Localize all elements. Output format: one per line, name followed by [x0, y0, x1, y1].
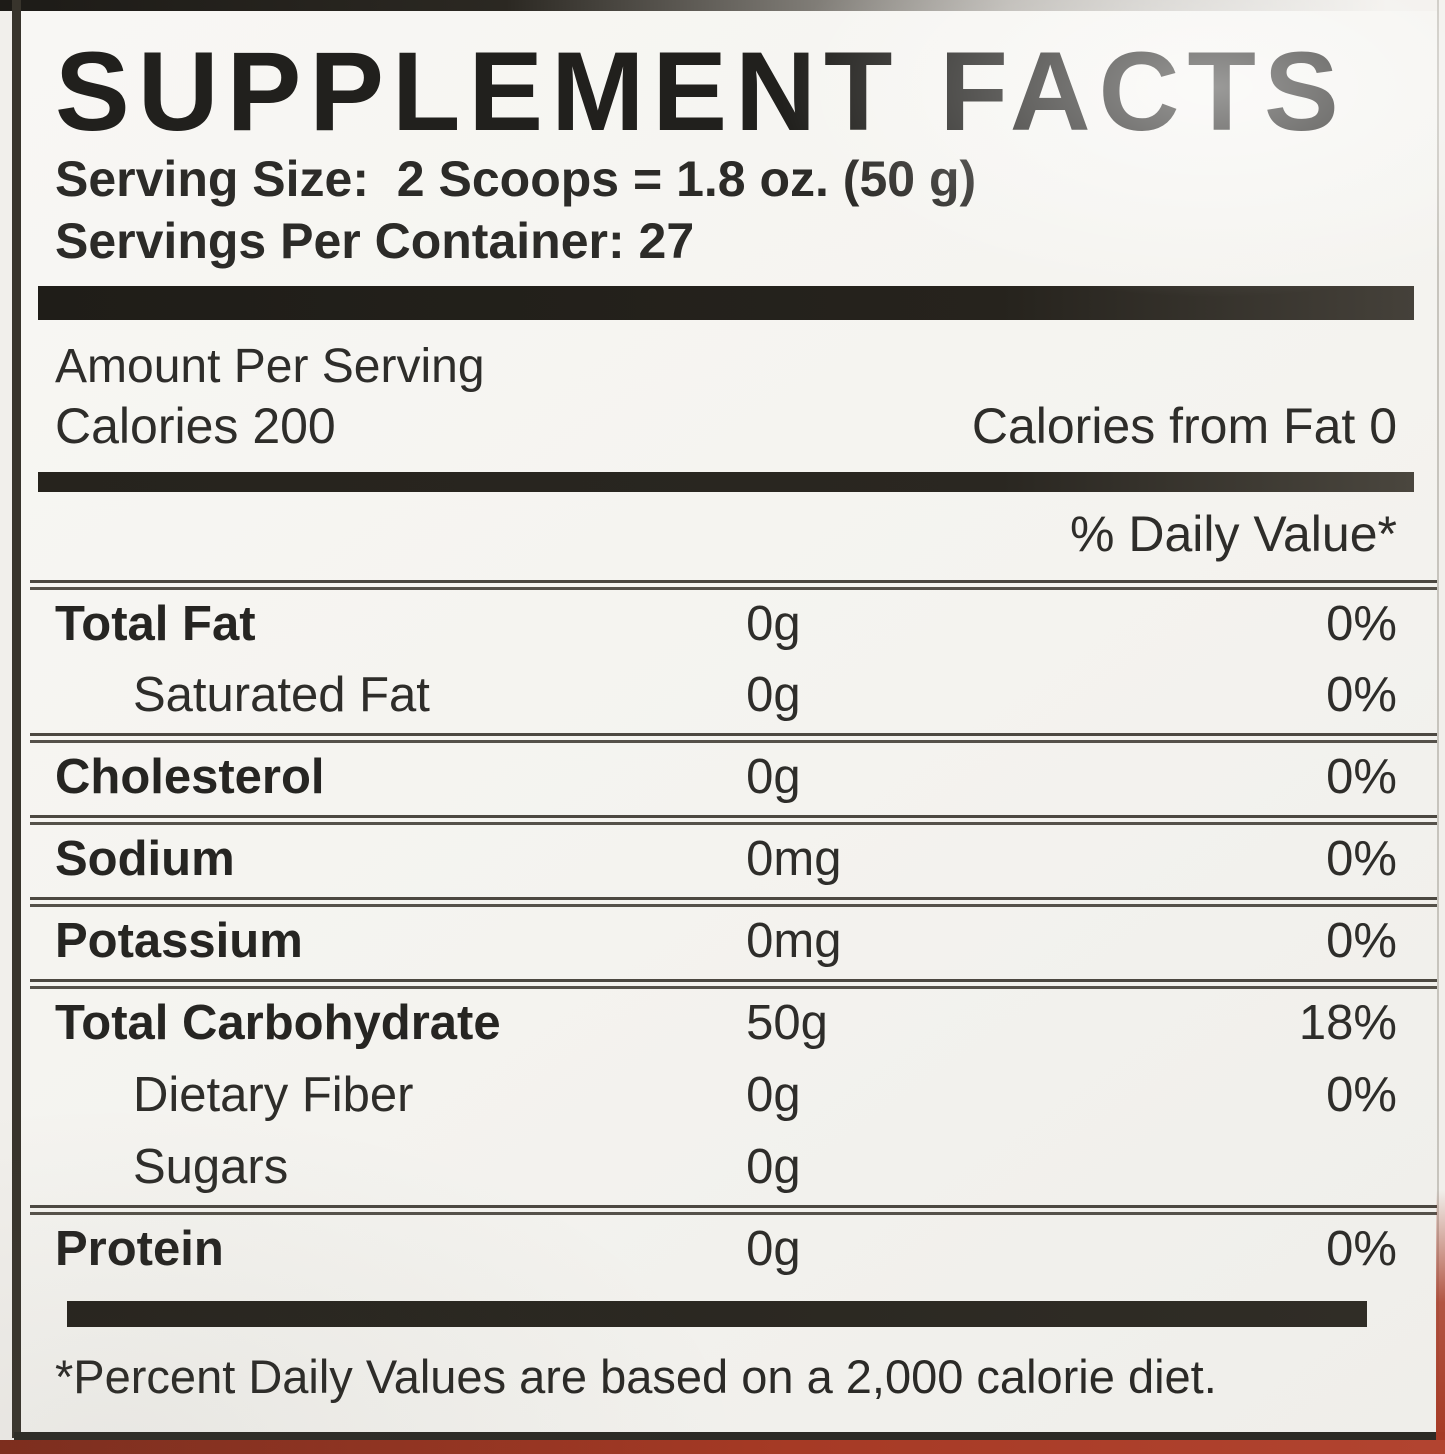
label-top-border [0, 0, 1445, 11]
nutrient-row: Potassium 0mg 0% [55, 907, 1397, 979]
nutrient-amount: 0g [746, 1067, 801, 1122]
nutrient-row: Total Carbohydrate 50g 18% [55, 989, 1397, 1061]
nutrient-name: Dietary Fiber [133, 1067, 414, 1122]
row-separator [30, 979, 1437, 990]
serving-size-label: Serving Size: [55, 151, 369, 207]
calories-from-fat-value: 0 [1369, 397, 1397, 454]
label-bottom-border [14, 1432, 1445, 1440]
daily-value-header: % Daily Value* [1069, 505, 1397, 562]
medium-divider-bar [38, 471, 1414, 492]
servings-per-container-label: Servings Per Container: [55, 213, 625, 269]
nutrient-dv: 0% [1326, 750, 1397, 805]
label-left-border [12, 0, 21, 1438]
row-separator [30, 579, 1437, 590]
nutrient-row: Sugars 0g [55, 1133, 1397, 1205]
servings-per-container-value: 27 [638, 213, 695, 269]
packaging-red-bottom-edge [0, 1440, 1445, 1454]
nutrient-row: Dietary Fiber 0g 0% [55, 1061, 1397, 1133]
packaging-red-right-edge [1436, 1190, 1445, 1440]
row-separator [30, 1204, 1437, 1215]
nutrient-dv: 18% [1298, 996, 1397, 1051]
nutrient-name: Protein [55, 1221, 224, 1276]
footnote-divider-bar [67, 1300, 1367, 1327]
nutrient-amount: 0g [746, 668, 801, 723]
nutrient-amount: 0g [746, 1221, 801, 1276]
nutrient-dv: 0% [1326, 914, 1397, 969]
nutrient-amount: 0mg [746, 832, 842, 887]
row-separator [30, 733, 1437, 744]
nutrient-name: Total Carbohydrate [55, 996, 501, 1051]
serving-size-line: Serving Size: 2 Scoops = 1.8 oz. (50 g) [55, 148, 1397, 210]
amount-per-serving-heading: Amount Per Serving [55, 340, 485, 393]
nutrient-dv: 0% [1326, 832, 1397, 887]
label-title: SUPPLEMENT FACTS [55, 29, 1347, 154]
calories-value: 200 [252, 397, 336, 454]
calories-from-fat-label: Calories from Fat [971, 397, 1356, 454]
nutrient-amount: 0g [746, 1139, 801, 1194]
calories: Calories 200 [55, 396, 336, 456]
calories-row: Calories 200 Calories from Fat 0 [55, 396, 1397, 456]
row-separator [30, 815, 1437, 826]
label-content: SUPPLEMENT FACTS Serving Size: 2 Scoops … [30, 22, 1437, 1405]
row-separator [30, 897, 1437, 908]
nutrient-amount: 50g [746, 996, 828, 1051]
nutrient-row: Total Fat 0g 0% [55, 590, 1397, 662]
nutrient-name: Sugars [133, 1139, 289, 1194]
nutrient-rows: Total Fat 0g 0% Saturated Fat 0g 0% Cholestero… [30, 579, 1437, 1287]
footnote: *Percent Daily Values are based on a 2,0… [55, 1349, 1217, 1403]
nutrient-row: Saturated Fat 0g 0% [55, 661, 1397, 733]
servings-per-container-line: Servings Per Container: 27 [55, 210, 1397, 272]
nutrient-amount: 0mg [746, 914, 842, 969]
nutrient-dv: 0% [1326, 1067, 1397, 1122]
nutrient-dv: 0% [1326, 1221, 1397, 1276]
nutrient-name: Saturated Fat [133, 668, 430, 723]
nutrient-name: Sodium [55, 832, 235, 887]
nutrient-name: Potassium [55, 914, 303, 969]
nutrient-row: Protein 0g 0% [55, 1215, 1397, 1287]
nutrient-row: Cholesterol 0g 0% [55, 743, 1397, 815]
calories-from-fat: Calories from Fat 0 [972, 396, 1397, 456]
nutrient-dv: 0% [1326, 596, 1397, 651]
nutrient-amount: 0g [746, 750, 801, 805]
nutrient-name: Cholesterol [55, 750, 325, 805]
nutrient-row: Sodium 0mg 0% [55, 825, 1397, 897]
calories-label: Calories [55, 397, 239, 454]
nutrient-amount: 0g [746, 596, 801, 651]
nutrient-name: Total Fat [55, 596, 256, 651]
nutrient-dv: 0% [1326, 668, 1397, 723]
thick-divider-bar [38, 286, 1414, 320]
serving-size-value: 2 Scoops = 1.8 oz. (50 g) [396, 151, 977, 207]
